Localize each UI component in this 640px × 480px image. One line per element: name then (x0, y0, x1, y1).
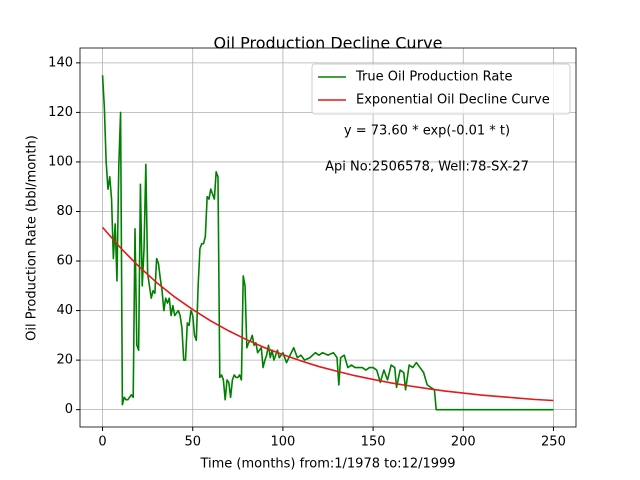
y-tick-label: 0 (65, 402, 73, 417)
x-tick-label: 150 (361, 435, 386, 450)
legend-box (311, 63, 571, 115)
x-axis-label: Time (months) from:1/1978 to:12/1999 (199, 457, 455, 472)
x-tick-label: 100 (270, 435, 295, 450)
y-tick-label: 100 (48, 154, 73, 169)
y-tick-label: 120 (48, 105, 73, 120)
y-tick-label: 40 (56, 303, 73, 318)
legend-label: Exponential Oil Decline Curve (356, 93, 550, 108)
chart-title: Oil Production Decline Curve (214, 34, 443, 53)
y-axis-label: Oil Production Rate (bbl/month) (25, 135, 40, 341)
x-tick-label: 0 (98, 435, 106, 450)
annotation: y = 73.60 * exp(-0.01 * t) (344, 124, 510, 139)
x-tick-label: 250 (541, 435, 566, 450)
y-tick-label: 60 (56, 254, 73, 269)
x-tick-label: 200 (451, 435, 476, 450)
x-tick-label: 50 (184, 435, 201, 450)
legend-label: True Oil Production Rate (355, 70, 512, 85)
y-tick-label: 80 (56, 204, 73, 219)
annotation: Api No:2506578, Well:78-SX-27 (325, 160, 529, 175)
y-tick-label: 20 (56, 353, 73, 368)
line-series (101, 75, 554, 411)
line-series (101, 226, 554, 402)
plot-frame (79, 47, 577, 428)
y-tick-label: 140 (48, 55, 73, 70)
